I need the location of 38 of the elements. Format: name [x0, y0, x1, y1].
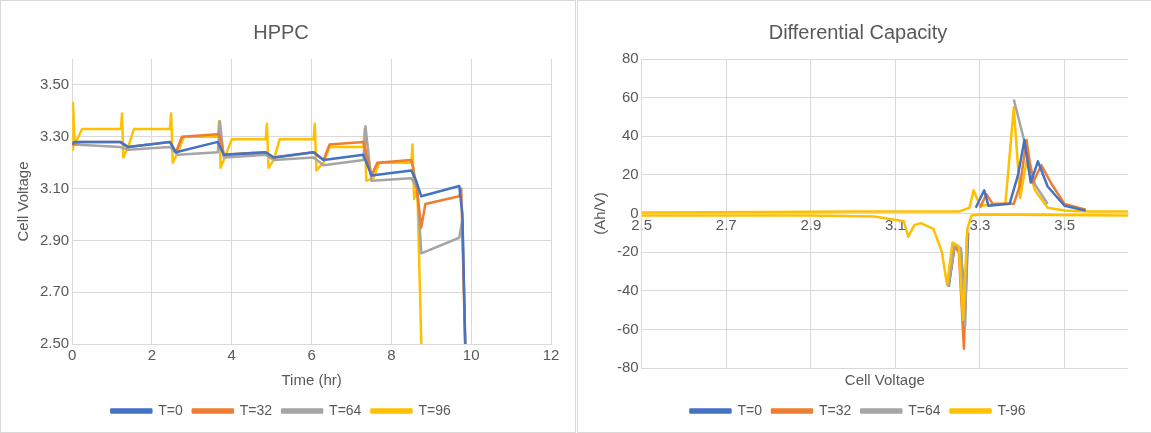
legend-label: T=0 [737, 401, 763, 418]
y-tick-label: 3.30 [39, 126, 70, 144]
y-tick-label: -60 [616, 319, 639, 337]
y-tick-label: 40 [621, 126, 639, 144]
y-tick-label: 60 [621, 87, 639, 105]
chart-title: Differential Capacity [768, 20, 948, 43]
x-tick-label: 2.9 [800, 215, 822, 233]
x-tick-label: 10 [462, 346, 480, 364]
y-axis-title: Cell Voltage [14, 161, 32, 242]
y-tick-label: 2.50 [39, 334, 70, 352]
legend-label: T=96 [418, 401, 451, 418]
chart-title: HPPC [253, 20, 309, 43]
x-tick-label: 2.7 [715, 215, 737, 233]
x-tick-label: 8 [387, 346, 396, 364]
y-tick-label: 2.70 [39, 282, 70, 300]
legend-label: T=0 [158, 401, 184, 418]
y-tick-label: 3.50 [39, 75, 70, 93]
x-tick-label: 6 [307, 346, 316, 364]
legend-label: T=64 [908, 401, 941, 418]
y-axis-title: (Ah/V) [591, 192, 609, 235]
x-tick-label: 4 [227, 346, 236, 364]
y-tick-label: 3.10 [39, 178, 70, 196]
y-tick-label: -40 [616, 280, 639, 298]
legend-label: T=64 [329, 401, 362, 418]
legend-label: T=32 [818, 401, 852, 418]
y-tick-label: 80 [621, 49, 639, 67]
x-tick-label: 12 [542, 346, 560, 364]
y-tick-label: -20 [616, 242, 639, 260]
legend-label: T=32 [239, 401, 273, 418]
y-tick-label: -80 [616, 358, 639, 376]
x-axis-title: Time (hr) [281, 371, 342, 389]
legend-label: T-96 [997, 401, 1026, 418]
x-axis-title: Cell Voltage [844, 371, 925, 389]
x-tick-label: 2 [147, 346, 157, 364]
x-tick-label: 3.3 [969, 215, 991, 233]
x-tick-label: 3.5 [1054, 215, 1075, 233]
y-tick-label: 20 [621, 165, 639, 183]
y-tick-label: 2.90 [39, 230, 70, 248]
